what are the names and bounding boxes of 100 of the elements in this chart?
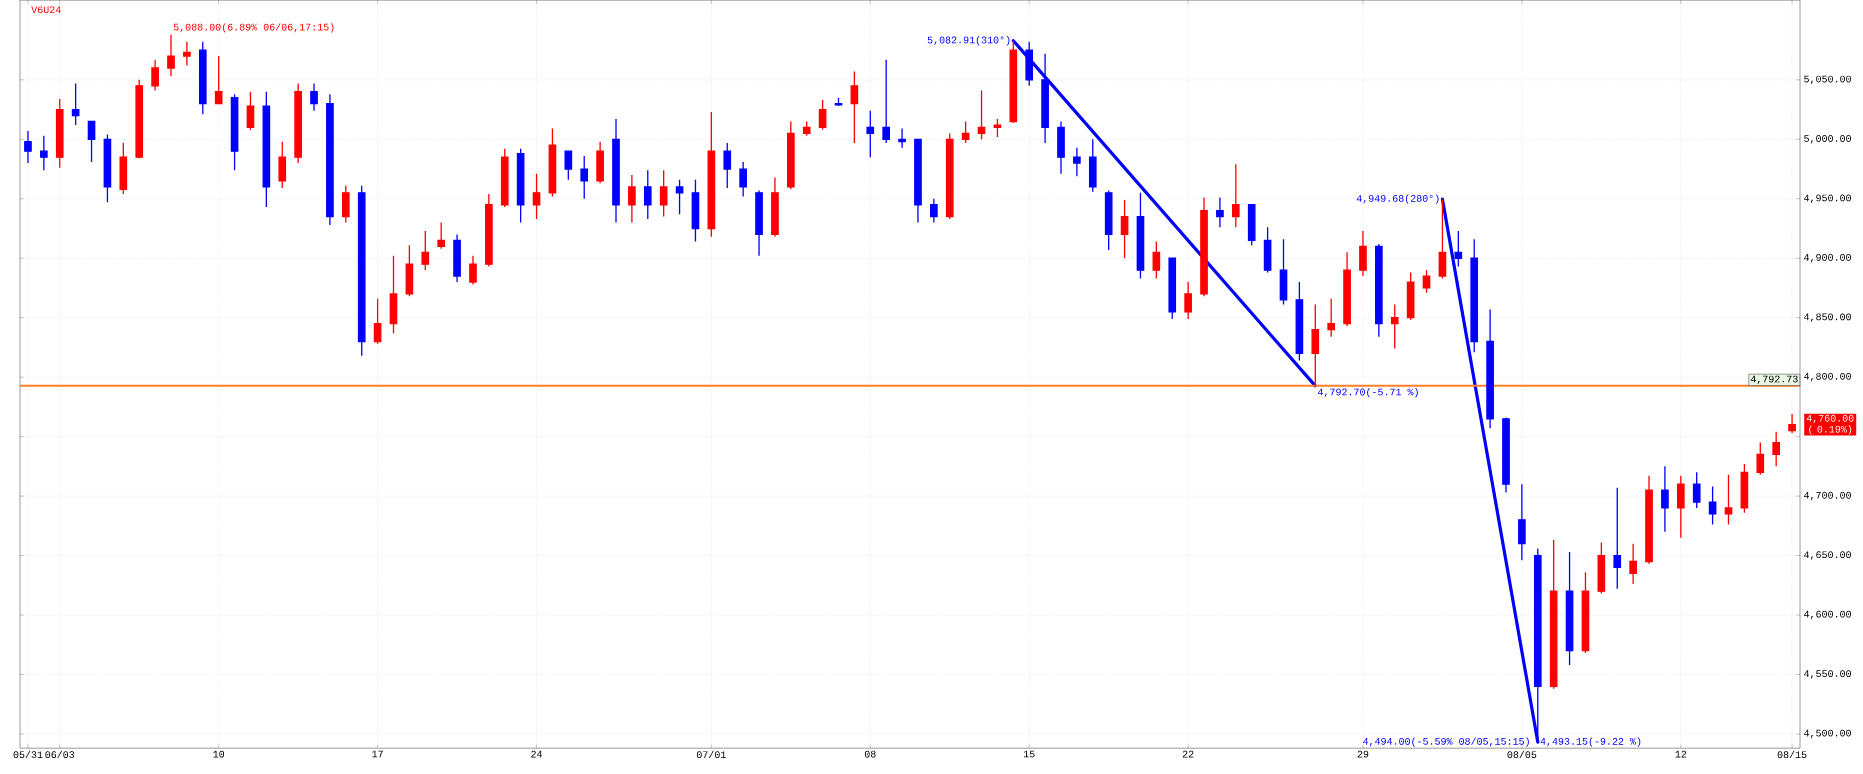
candlestick <box>993 118 1002 138</box>
candlestick <box>1216 196 1224 228</box>
candlestick <box>389 255 398 334</box>
y-tick-label: 4,850.00 <box>1804 313 1851 322</box>
candlestick <box>294 82 302 164</box>
candlestick <box>1756 441 1765 476</box>
y-tick-label: 5,050.00 <box>1804 75 1851 84</box>
candlestick <box>675 179 684 215</box>
x-tick-label: 29 <box>1357 750 1369 758</box>
x-tick-label: 08/05 <box>1507 750 1537 758</box>
candlestick <box>1708 485 1717 526</box>
candlestick <box>1676 475 1685 539</box>
candlestick <box>24 130 32 164</box>
candlestick <box>786 120 795 190</box>
candlestick <box>1549 539 1558 690</box>
candlestick <box>898 127 906 149</box>
candlestick <box>723 142 732 189</box>
candlestick <box>945 132 954 220</box>
candlestick <box>341 184 350 224</box>
y-tick-label: 4,950.00 <box>1804 194 1851 203</box>
candlestick <box>961 120 970 144</box>
y-tick-label: 4,500.00 <box>1804 729 1851 739</box>
candlestick <box>1422 269 1431 294</box>
x-tick-label: 10 <box>213 750 225 758</box>
y-tick-label: 5,000.00 <box>1804 134 1851 144</box>
candlestick <box>183 41 191 67</box>
candlestick <box>1661 465 1669 533</box>
candlestick <box>1629 542 1637 585</box>
candlestick <box>802 120 811 137</box>
candlestick <box>1486 308 1494 429</box>
annotation: 5,088.00(6.89% 06/06,17:15) <box>173 23 334 33</box>
candlestick <box>167 33 175 77</box>
candlestick <box>151 58 159 92</box>
candlestick <box>437 221 446 250</box>
candlestick <box>564 150 573 181</box>
chart-title: V6U24 <box>31 6 61 14</box>
candlestick <box>739 161 747 197</box>
candlestick <box>1057 120 1065 175</box>
candlestick <box>214 55 223 105</box>
candlestick <box>1247 203 1256 246</box>
candlestick <box>1359 230 1367 277</box>
candlestick <box>1343 251 1351 327</box>
candlestick <box>1724 473 1733 526</box>
annotation: 4,792.70(-5.71 %) <box>1317 387 1418 398</box>
x-tick-label: 22 <box>1182 750 1194 758</box>
candlestick <box>40 135 48 171</box>
candlestick <box>1279 238 1288 306</box>
candlestick <box>1613 487 1622 590</box>
y-tick-label: 4,700.00 <box>1804 491 1851 501</box>
candlestick <box>421 230 430 271</box>
candlestick <box>866 110 875 158</box>
candlestick <box>357 184 366 357</box>
y-tick-label: 4,600.00 <box>1804 610 1851 620</box>
candlestick <box>1518 483 1526 561</box>
x-tick-label: 08 <box>864 750 876 758</box>
candlestick <box>628 174 636 224</box>
x-tick-label: 17 <box>372 750 383 758</box>
candlestick <box>1104 189 1113 251</box>
annotation: 4,949.68(280°) <box>1356 194 1439 204</box>
candlestick <box>1311 303 1320 387</box>
candlestick <box>1438 198 1447 280</box>
candlestick <box>71 82 80 126</box>
candlestick <box>1375 243 1383 338</box>
annotation: 4,493.15(-9.22 %) <box>1540 737 1641 747</box>
candlestick <box>1200 196 1208 297</box>
y-tick-label: 4,650.00 <box>1804 551 1851 560</box>
candlestick <box>930 198 938 224</box>
annotation: 4,494.00(-5.59% 08/05,15:15) <box>1363 737 1529 747</box>
y-tick-label: 4,900.00 <box>1804 253 1851 263</box>
candlestick <box>373 297 382 345</box>
x-tick-label: 12 <box>1675 750 1687 758</box>
candlestick <box>310 82 318 112</box>
candlestick <box>882 58 890 144</box>
x-tick-label: 05/31 <box>13 750 43 758</box>
candlestick <box>1073 146 1081 177</box>
candlestick <box>1088 138 1097 193</box>
candlestick <box>1390 303 1399 350</box>
candlestick <box>485 193 493 268</box>
candlestick <box>1645 475 1653 565</box>
candlestick <box>198 41 207 115</box>
candlestick <box>1470 238 1479 353</box>
candlestick <box>1327 297 1336 338</box>
candlestick <box>1502 416 1510 494</box>
candlestick <box>1041 52 1049 144</box>
candlestick <box>532 173 541 220</box>
candlestick <box>659 169 668 218</box>
candlestick <box>1168 257 1177 320</box>
candlestick <box>1788 413 1796 434</box>
candlestick <box>1454 230 1463 268</box>
ref-line-label: 4,792.73 <box>1750 375 1798 385</box>
candlestick <box>1184 281 1192 320</box>
candlestick <box>500 148 509 208</box>
y-tick-label: 4,550.00 <box>1804 670 1851 679</box>
x-tick-label: 08/15 <box>1777 750 1807 758</box>
candlestick <box>87 120 96 163</box>
candlestick <box>326 93 334 226</box>
candlestick <box>596 140 604 184</box>
candlestick <box>135 79 144 159</box>
candlestick <box>278 140 287 189</box>
x-tick-label: 15 <box>1023 750 1035 758</box>
